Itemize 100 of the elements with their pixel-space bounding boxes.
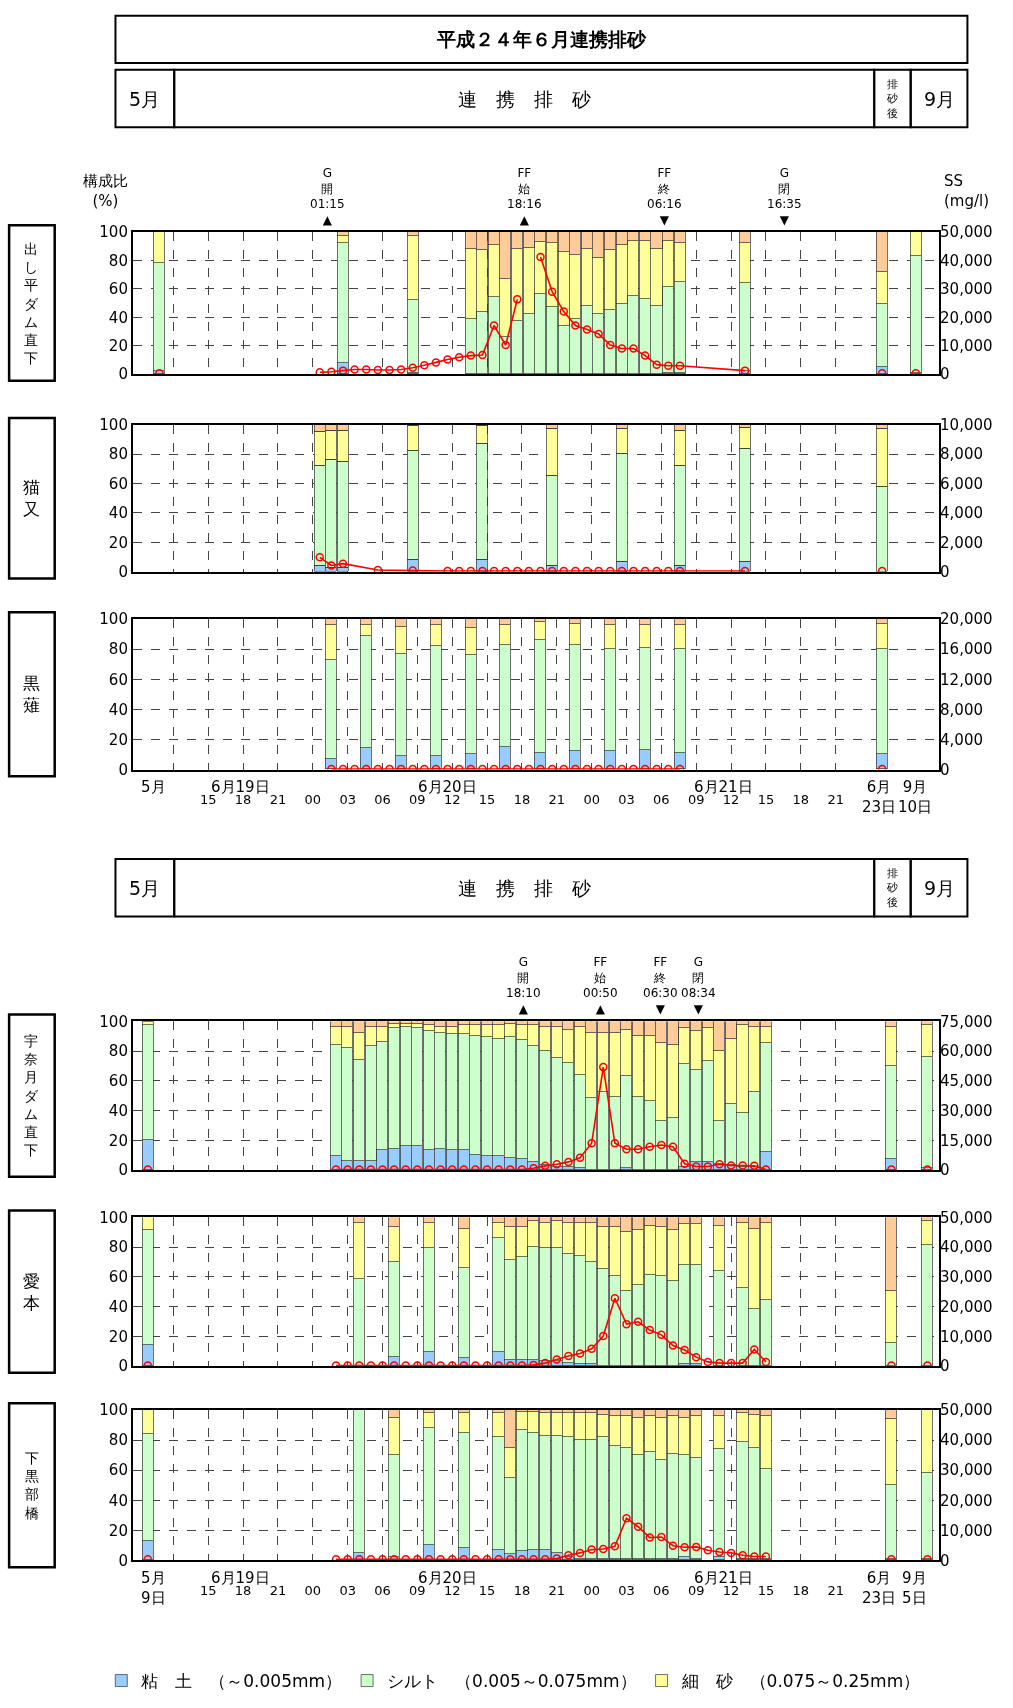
text: 5月 — [129, 88, 161, 110]
text: 平成２４年６月連携排砂 — [436, 28, 647, 50]
y2-tick-label: 8,000 — [940, 445, 983, 464]
text: 9月 10日 — [898, 778, 933, 816]
y-tick-label: 20 — [108, 1327, 128, 1346]
y-tick-label: 40 — [108, 308, 128, 327]
text: 出し平ダム直下 — [24, 241, 39, 367]
legend-label: 粘 土 （～0.005mm） — [141, 1671, 343, 1692]
y-tick-label: 60 — [108, 474, 128, 493]
y2-tick-label: 0 — [940, 1551, 950, 1570]
x-tick-label: 06 — [374, 1582, 391, 1598]
y-tick-label: 80 — [108, 251, 128, 270]
y2-axis-title: SS (mg/l) — [944, 172, 990, 210]
legend-label: シルト （0.005～0.075mm） — [387, 1671, 637, 1692]
text: 6月 23日 — [862, 778, 897, 816]
y2-tick-label: 10,000 — [940, 1327, 993, 1346]
x-tick-label: 21 — [269, 1582, 287, 1598]
y2-tick-label: 20,000 — [940, 308, 993, 327]
x-tick-label: 21 — [269, 791, 287, 807]
y2-tick-label: 16,000 — [940, 640, 993, 659]
x-tick-label: 06 — [653, 1582, 670, 1598]
y-tick-label: 20 — [108, 1131, 128, 1150]
text: G 開 18:10 ▲ — [506, 955, 541, 1016]
x-tick-label: 03 — [339, 791, 356, 807]
x-tick-label: 18 — [792, 1582, 810, 1598]
text: 排砂後 — [886, 78, 898, 120]
y-tick-label: 60 — [108, 1072, 128, 1091]
y-tick-label: 100 — [99, 1401, 128, 1420]
y-tick-label: 0 — [118, 563, 128, 582]
x-tick-label: 21 — [827, 1582, 844, 1598]
x-tick-label: 00 — [304, 791, 322, 807]
y-tick-label: 40 — [108, 1491, 128, 1510]
x-tick-label: 06 — [374, 791, 391, 807]
y-tick-label: 60 — [108, 1461, 128, 1480]
y-tick-label: 0 — [118, 365, 128, 384]
y2-tick-label: 8,000 — [940, 700, 983, 719]
legend-label: 細 砂 （0.075～0.25mm） — [680, 1671, 921, 1692]
x-tick-label: 15 — [757, 1582, 775, 1598]
y-tick-label: 20 — [108, 533, 128, 552]
y2-tick-label: 50,000 — [940, 223, 993, 242]
y2-tick-label: 20,000 — [940, 1297, 993, 1316]
y2-tick-label: 50,000 — [940, 1401, 993, 1420]
text: FF 始 18:16 ▲ — [507, 166, 542, 227]
x-tick-label: 00 — [583, 1582, 600, 1598]
y-tick-label: 0 — [118, 1161, 128, 1180]
y2-tick-label: 45,000 — [940, 1072, 993, 1091]
y2-tick-label: 4,000 — [940, 730, 983, 749]
y2-tick-label: 10,000 — [940, 1521, 993, 1540]
text: FF 終 06:16 ▼ — [647, 166, 682, 227]
x-tick-label: 00 — [583, 791, 600, 807]
y2-tick-label: 20,000 — [940, 1491, 993, 1510]
y2-tick-label: 30,000 — [940, 1461, 993, 1480]
y-tick-label: 60 — [108, 1268, 128, 1287]
y-tick-label: 20 — [108, 1521, 128, 1540]
y-tick-label: 80 — [108, 1238, 128, 1257]
y-tick-label: 80 — [108, 1042, 128, 1061]
y-tick-label: 0 — [118, 760, 128, 779]
y2-tick-label: 6,000 — [940, 474, 983, 493]
y2-tick-label: 0 — [940, 760, 950, 779]
x-tick-label: 15 — [757, 791, 775, 807]
y2-tick-label: 40,000 — [940, 1431, 993, 1450]
y2-tick-label: 2,000 — [940, 533, 983, 552]
y-tick-label: 40 — [108, 700, 128, 719]
y2-tick-label: 40,000 — [940, 1238, 993, 1257]
text: G 閉 08:34 ▼ — [681, 955, 716, 1016]
x-tick-label: 18 — [513, 1582, 531, 1598]
x-tick-label: 06 — [653, 791, 670, 807]
text: 9月 — [924, 88, 956, 110]
y2-tick-label: 60,000 — [940, 1042, 993, 1061]
text: 6月 23日 — [862, 1569, 897, 1607]
text: 排砂後 — [886, 867, 898, 909]
y-tick-label: 40 — [108, 1297, 128, 1316]
y2-tick-label: 75,000 — [940, 1012, 993, 1031]
y2-tick-label: 40,000 — [940, 251, 993, 270]
y2-tick-label: 12,000 — [940, 670, 993, 689]
y-tick-label: 0 — [118, 1357, 128, 1376]
y-tick-label: 100 — [99, 1208, 128, 1227]
y2-tick-label: 0 — [940, 365, 950, 384]
y2-tick-label: 30,000 — [940, 1268, 993, 1287]
text: 9月 — [924, 877, 956, 899]
y-tick-label: 100 — [99, 610, 128, 629]
y2-tick-label: 0 — [940, 563, 950, 582]
y-tick-label: 80 — [108, 640, 128, 659]
y-tick-label: 60 — [108, 280, 128, 299]
x-tick-label: 03 — [618, 1582, 635, 1598]
x-tick-label: 18 — [513, 791, 531, 807]
text: 黒薙 — [23, 673, 40, 716]
y-tick-label: 20 — [108, 730, 128, 749]
y2-tick-label: 10,000 — [940, 336, 993, 355]
y2-tick-label: 4,000 — [940, 504, 983, 523]
text: G 閉 16:35 ▼ — [767, 166, 802, 227]
text: 猫又 — [23, 477, 40, 520]
text: G 開 01:15 ▲ — [310, 166, 345, 227]
y-axis-title: 構成比 (%) — [83, 172, 128, 210]
text: 5月 9日 — [141, 1569, 166, 1607]
text: 下黒部橋 — [25, 1450, 39, 1521]
y-tick-label: 60 — [108, 670, 128, 689]
text: 5月 — [141, 778, 166, 796]
text: 5月 — [129, 877, 161, 899]
y2-tick-label: 30,000 — [940, 1101, 993, 1120]
